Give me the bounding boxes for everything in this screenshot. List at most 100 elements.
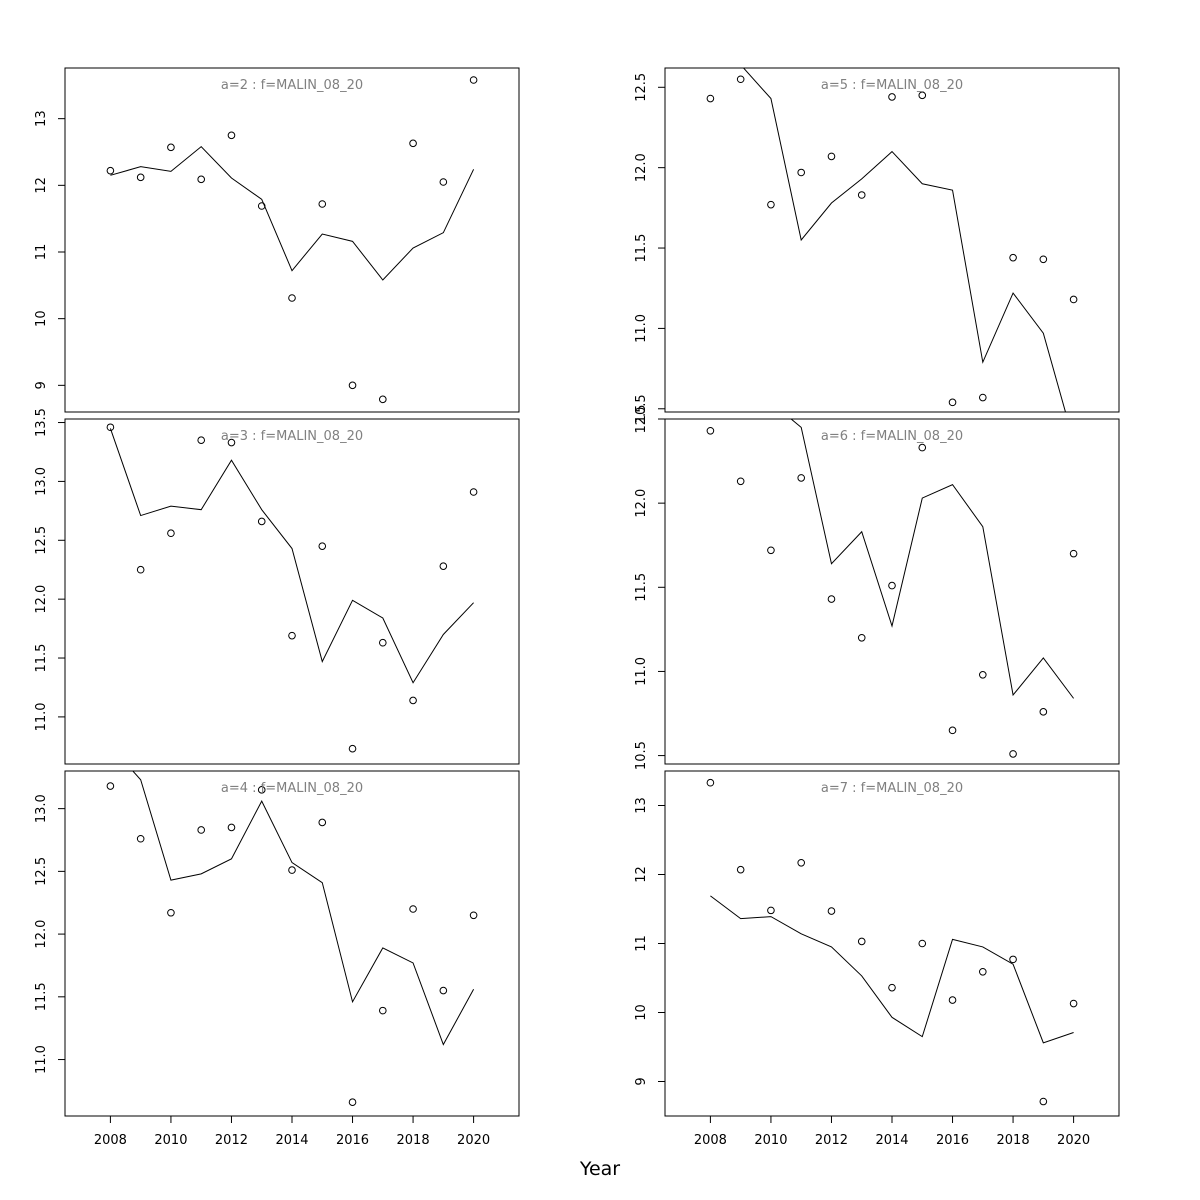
data-point [706, 94, 715, 103]
plot-frame [64, 67, 520, 413]
y-tick-label: 9 [634, 1077, 649, 1085]
y-tick-label: 13.0 [34, 467, 49, 496]
data-point [379, 638, 387, 647]
data-point [797, 858, 806, 867]
x-tick-label: 2016 [336, 1133, 369, 1148]
data-point [1039, 708, 1048, 716]
data-point [167, 143, 175, 152]
data-point [409, 139, 417, 148]
data-point [318, 542, 327, 550]
data-point [227, 131, 236, 140]
panel-3: 11.0 11.5 12.0 12.5 13.0 13.5 a=3 : f=MALIN_08… [34, 408, 520, 765]
fitted-line [109, 428, 474, 684]
data-point [348, 381, 357, 390]
data-point [288, 294, 296, 302]
data-point [1039, 255, 1048, 264]
x-tick-label: 2018 [997, 1133, 1030, 1148]
data-point [1039, 1097, 1048, 1106]
y-tick-label: 13 [634, 797, 649, 814]
plot-frame [664, 67, 1120, 413]
panel-title: a=2 : f=MALIN_08_20 [221, 78, 363, 93]
data-point [197, 175, 205, 184]
data-point [979, 967, 987, 976]
data-point [857, 191, 866, 199]
data-point [167, 908, 175, 917]
data-point [379, 1006, 387, 1015]
x-tick-label: 2014 [275, 1133, 308, 1148]
data-point [469, 76, 478, 84]
y-tick-label: 12.5 [34, 857, 49, 886]
panel-4: 10.5 11.0 11.5 12.0 12.5 a=6 : f=MALIN_08_20 [634, 405, 1120, 770]
y-tick-label: 10.5 [634, 741, 649, 770]
data-point [948, 398, 957, 407]
data-point [918, 939, 927, 948]
x-tick-label: 2020 [457, 1133, 490, 1148]
y-tick-label: 9 [34, 381, 49, 389]
data-point [888, 93, 896, 101]
x-tick-label: 2014 [875, 1133, 908, 1148]
data-point [888, 983, 896, 992]
data-point [706, 426, 715, 435]
y-tick-label: 11 [634, 935, 649, 952]
data-point [767, 906, 775, 915]
data-point [948, 996, 957, 1004]
y-tick-label: 11.0 [34, 1045, 49, 1074]
x-tick-label: 2010 [154, 1133, 187, 1148]
data-point [106, 166, 115, 175]
data-point [736, 477, 745, 486]
data-point [918, 443, 927, 452]
panel-1: 9 10 11 12 13 a=2 : f=MALIN_08_20 [34, 67, 520, 413]
y-tick-label: 12.5 [634, 405, 649, 434]
data-point [1009, 253, 1017, 262]
y-tick-label: 11.0 [634, 314, 649, 343]
data-point [948, 726, 957, 735]
data-point [857, 937, 866, 946]
data-point [197, 436, 205, 444]
x-axis-label: Year [579, 1158, 621, 1180]
data-point [318, 200, 327, 208]
y-tick-label: 12.0 [634, 489, 649, 518]
data-point [979, 671, 987, 679]
data-point [288, 631, 296, 640]
y-tick-label: 10 [634, 1004, 649, 1021]
panel-title: a=7 : f=MALIN_08_20 [821, 781, 963, 796]
data-point [1069, 549, 1078, 558]
x-tick-label: 2020 [1057, 1133, 1090, 1148]
data-point [106, 782, 115, 790]
x-tick-label: 2018 [397, 1133, 430, 1148]
y-tick-label: 12.0 [34, 920, 49, 949]
x-tick-label: 2010 [754, 1133, 787, 1148]
data-point [136, 565, 145, 574]
fitted-line [710, 895, 1074, 1044]
data-point [439, 178, 448, 186]
plot-frame [64, 418, 520, 765]
data-point [1069, 295, 1078, 304]
data-point [227, 438, 236, 447]
data-point [888, 581, 896, 590]
y-tick-label: 13.5 [34, 408, 49, 437]
data-point [227, 823, 236, 832]
data-point [106, 423, 115, 432]
y-tick-label: 12.0 [34, 585, 49, 614]
data-point [469, 911, 478, 920]
y-tick-label: 12.5 [34, 526, 49, 555]
panel-5: 11.0 11.5 12.0 12.5 13.0 2008 2010 2012 2014 2016… [34, 770, 520, 1148]
data-point [136, 834, 145, 843]
fitted-line [742, 68, 1066, 412]
panel-title: a=4 : f=MALIN_08_20 [221, 781, 363, 796]
y-tick-label: 10.5 [634, 394, 649, 423]
data-point [1009, 955, 1017, 964]
y-tick-label: 12 [634, 866, 649, 883]
y-tick-label: 13 [34, 110, 49, 127]
y-tick-label: 13.0 [34, 794, 49, 823]
y-tick-label: 11.5 [634, 234, 649, 263]
data-point [797, 474, 806, 482]
data-point [439, 562, 448, 570]
y-tick-label: 11.5 [34, 982, 49, 1011]
plot-frame [664, 770, 1120, 1117]
x-tick-label: 2008 [94, 1133, 127, 1148]
data-point [257, 202, 266, 210]
y-tick-label: 11.5 [634, 573, 649, 602]
data-point [1009, 750, 1017, 758]
